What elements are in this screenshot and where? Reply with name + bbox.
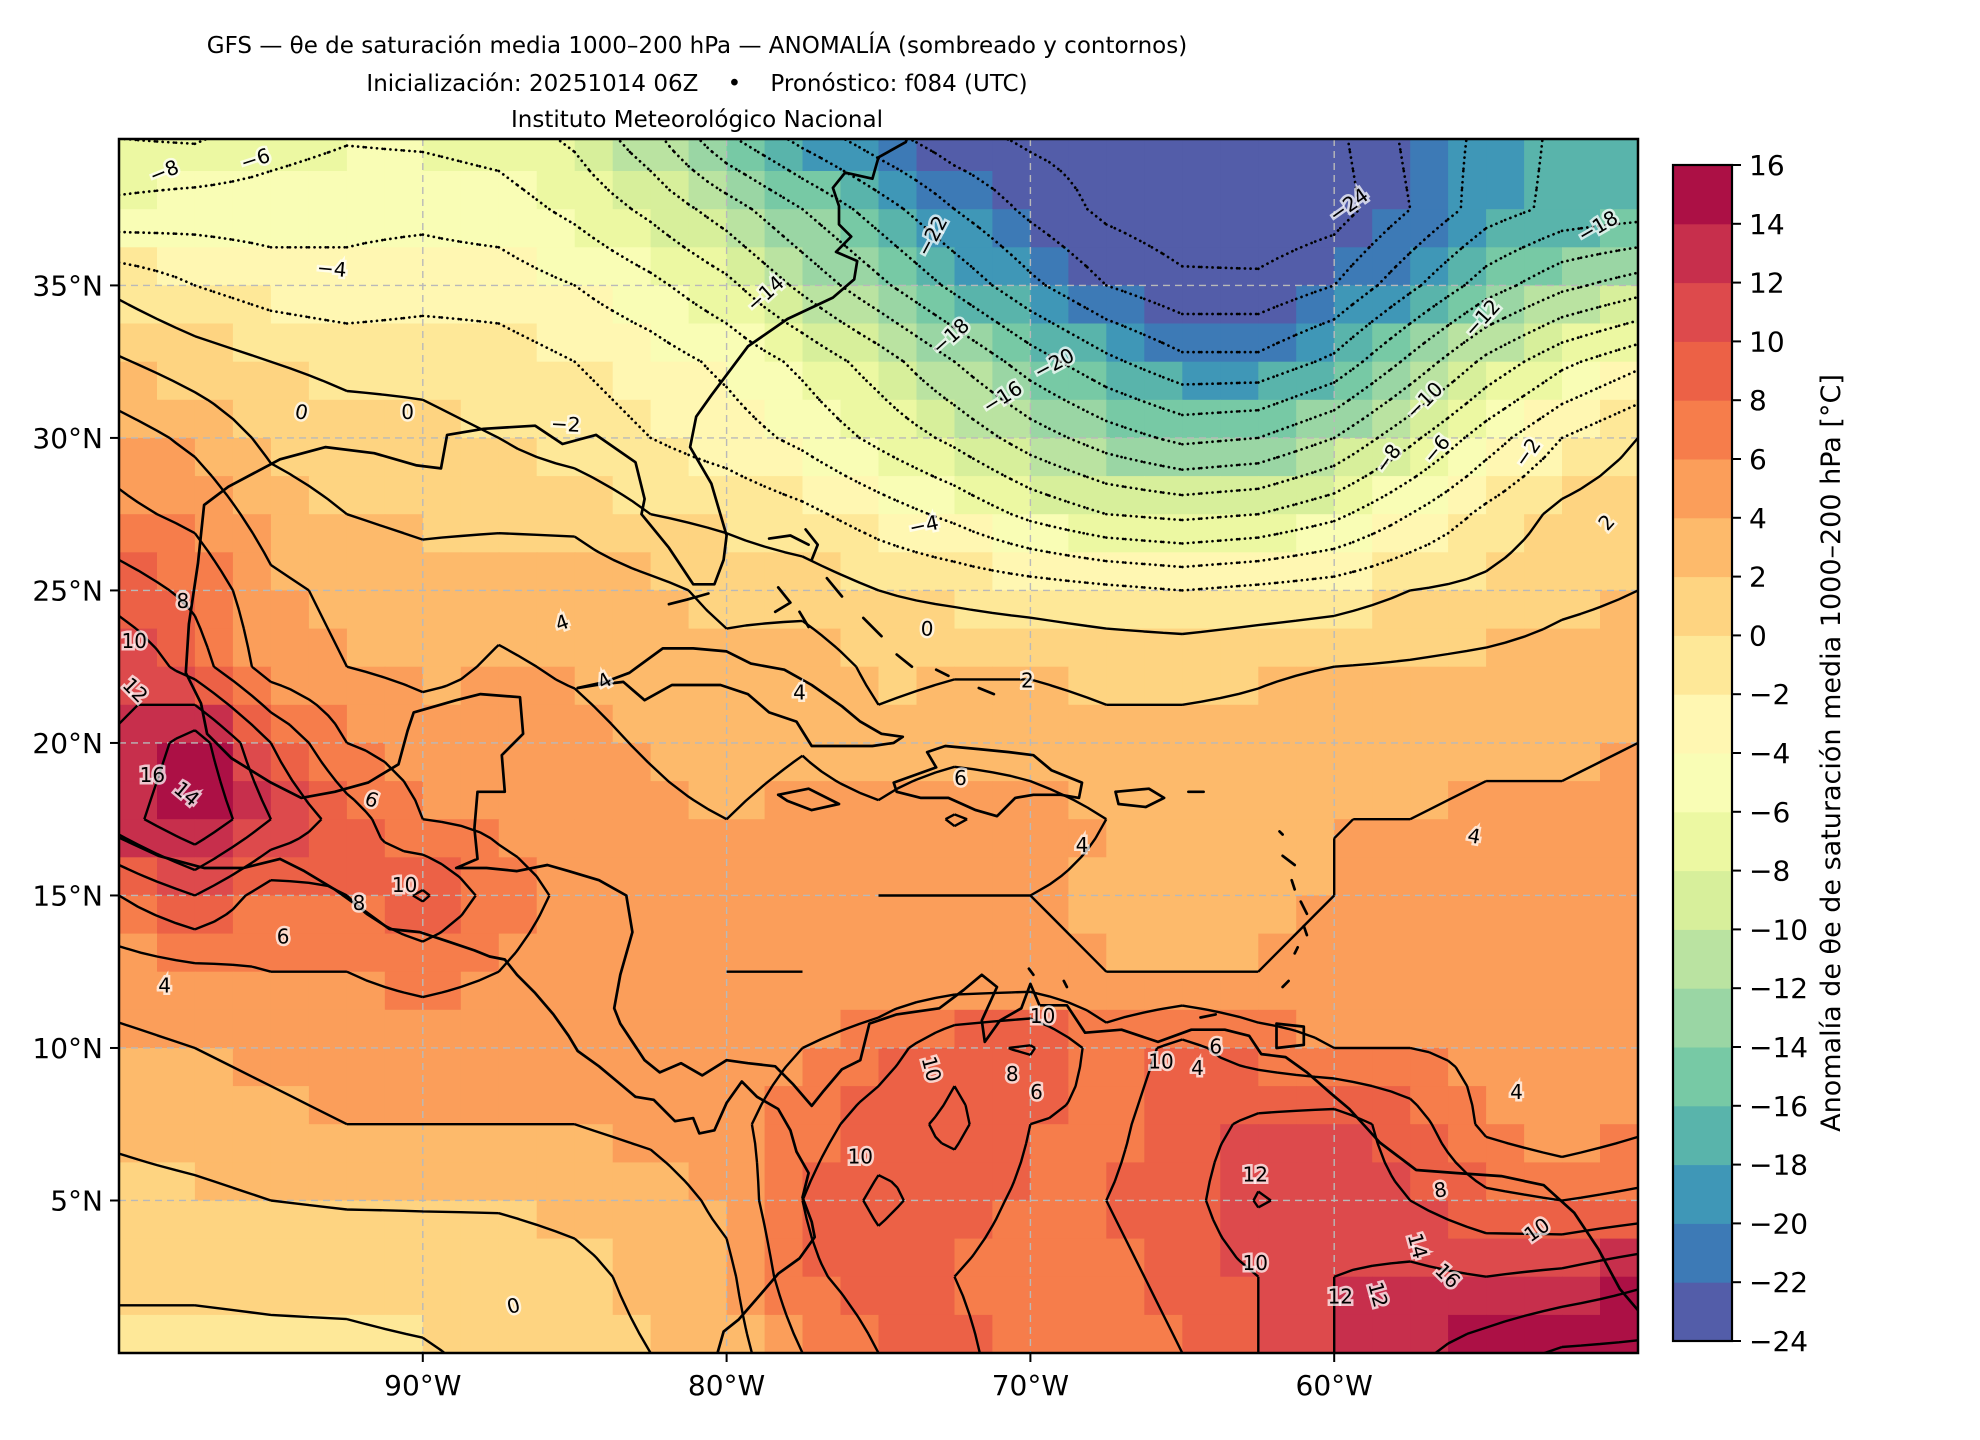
contours-negative-dotted [119,139,1638,592]
contour-label: 16 [140,763,165,787]
contour-label: 0 [401,400,414,424]
colorbar-tick-label: −16 [1749,1090,1808,1123]
contour-label: 10 [1148,1050,1173,1074]
contour-label: 10 [1030,1004,1055,1028]
y-tick-label: 25°N [32,574,103,607]
x-tick-label: 60°W [1296,1369,1373,1402]
coastlines [119,139,1638,1353]
contour-label: 10 [121,629,146,653]
contour-label: 12 [1242,1163,1267,1187]
colorbar-tick-label: −18 [1749,1149,1808,1182]
figure-title-line3: Instituto Meteorológico Nacional [511,107,883,133]
contour-label: 8 [1006,1062,1019,1086]
colorbar-tick-label: −6 [1749,796,1790,829]
colorbar-tick-label: 6 [1749,443,1767,476]
colorbar-bin [1673,1223,1732,1283]
contour-label: 4 [1510,1080,1523,1104]
colorbar-bin [1673,165,1732,225]
contour-label: 10 [1242,1251,1267,1275]
contour-label: −4 [316,255,347,281]
colorbar-tick-label: 8 [1749,384,1767,417]
colorbar-bin [1673,1282,1732,1342]
contour-label: 6 [1209,1035,1222,1059]
contour-label: 4 [158,974,171,998]
contour-label: 10 [848,1144,873,1168]
colorbar-tick-label: 16 [1749,149,1785,182]
colorbar-bin [1673,753,1732,813]
contour-label: 10 [392,873,417,897]
colorbar-tick-label: 4 [1749,502,1767,535]
y-tick-label: 35°N [32,269,103,302]
colorbar-axis-label: Anomalía de θe de saturación media 1000–… [1816,374,1847,1132]
colorbar-tick-label: −24 [1749,1325,1808,1358]
contour-label: 4 [1076,833,1089,857]
x-tick-label: 70°W [992,1369,1069,1402]
colorbar-tick-label: −10 [1749,913,1808,946]
contour-label: 2 [1021,668,1034,692]
colorbar-bin [1673,400,1732,460]
colorbar-bin [1673,870,1732,930]
colorbar-tick-label: −2 [1749,678,1790,711]
contour-label: 6 [954,766,967,790]
colorbar-tick-label: 2 [1749,561,1767,594]
colorbar-bin [1673,1105,1732,1166]
colorbar-bin [1673,694,1732,754]
colorbar-bin [1673,988,1732,1048]
contour-label: −4 [907,510,941,540]
colorbar-tick-label: 12 [1749,267,1785,300]
contours-positive-solid [119,298,1638,1353]
colorbar-bin [1673,635,1732,695]
colorbar-bin [1673,576,1732,636]
figure-title-line2: Inicialización: 20251014 06Z • Pronóstic… [366,71,1028,97]
colorbar-tick-label: −14 [1749,1031,1808,1064]
colorbar-tick-label: −8 [1749,855,1790,888]
y-tick-label: 10°N [32,1032,103,1065]
colorbar-tick-label: 10 [1749,325,1785,358]
map-frame [117,137,1640,1355]
contour-label: 6 [277,925,290,949]
colorbar-bin [1673,1164,1732,1224]
y-tick-label: 15°N [32,879,103,912]
contour-label: −2 [550,411,581,437]
anomaly-shading [119,139,1638,1353]
colorbar-tick-label: 14 [1749,208,1785,241]
colorbar-bin [1673,811,1732,872]
y-tick-label: 20°N [32,727,103,760]
contour-label: 12 [1328,1285,1353,1309]
contour-label: 8 [176,589,189,613]
x-tick-label: 80°W [688,1369,765,1402]
colorbar-bin [1673,929,1732,989]
contour-label: 8 [353,891,366,915]
contour-label: 4 [1191,1056,1204,1080]
colorbar-tick-label: −20 [1749,1207,1808,1240]
contour-label: 6 [1030,1080,1043,1104]
colorbar-bin [1673,517,1732,578]
axes: 90°W 80°W 70°W 60°W 5°N 10°N 15°N 20°N 25°N 30°N 3… [32,269,1372,1402]
colorbar-bin [1673,341,1732,401]
colorbar-tick-label: −4 [1749,737,1790,770]
y-tick-label: 5°N [50,1184,103,1217]
colorbar: 16 14 12 10 8 6 4 2 0 −2 −4 −6 −8 −10 −12 −14 −16 −18 −20 −… [1671,149,1847,1358]
colorbar-tick-label: 0 [1749,619,1767,652]
x-tick-label: 90°W [384,1369,461,1402]
colorbar-bin [1673,223,1732,284]
contour-label: 0 [920,616,934,640]
contour-label: 4 [793,681,806,705]
y-tick-label: 30°N [32,422,103,455]
colorbar-tick-label: −22 [1749,1266,1808,1299]
colorbar-bin [1673,1047,1732,1107]
colorbar-tick-label: −12 [1749,972,1808,1005]
figure-title-line1: GFS — θe de saturación media 1000–200 hP… [206,33,1188,59]
colorbar-bin [1673,459,1732,519]
colorbar-bin [1673,282,1732,342]
